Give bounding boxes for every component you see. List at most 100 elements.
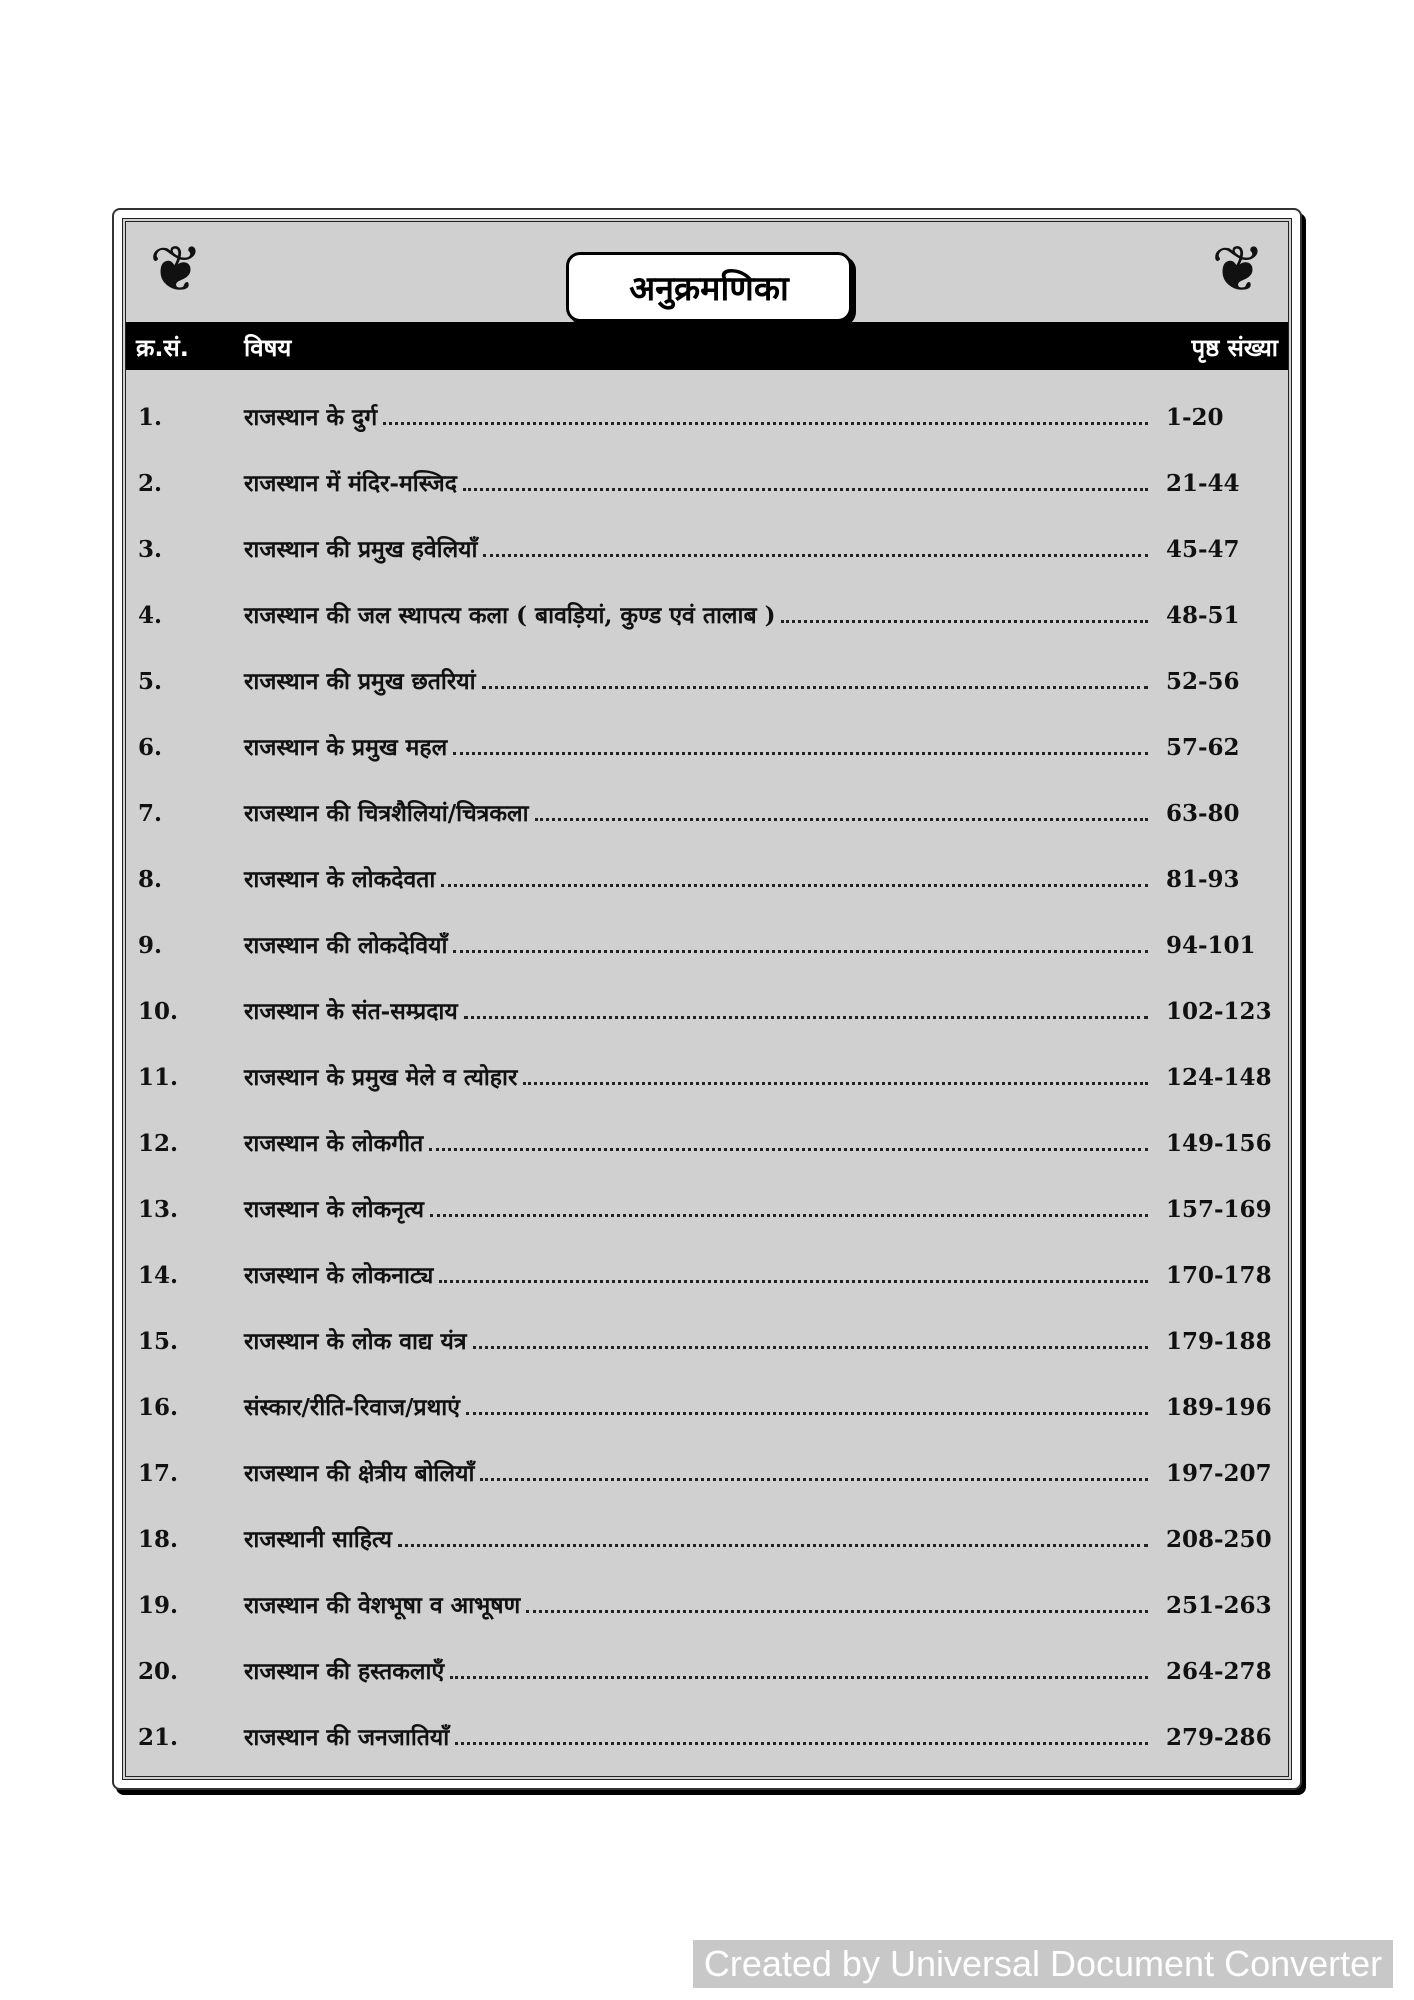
page-title: अनुक्रमणिका <box>566 252 852 322</box>
list-item: 3. राजस्थान की प्रमुख हवेलियाँ 45-47 <box>126 526 1288 592</box>
dot-leader <box>462 488 1148 491</box>
page-range: 63-80 <box>1166 800 1240 827</box>
dot-leader <box>430 1214 1148 1217</box>
dot-leader <box>450 1676 1148 1679</box>
watermark: Created by Universal Document Converter <box>693 1940 1393 1988</box>
serial-number: 15. <box>138 1328 179 1355</box>
index-frame: ❦ ❦ अनुक्रमणिका क्र.सं. विषय पृष्ठ संख्य… <box>112 208 1302 1790</box>
serial-number: 14. <box>138 1262 179 1289</box>
dot-leader <box>781 620 1148 623</box>
serial-number: 20. <box>138 1658 179 1685</box>
serial-number: 8. <box>138 866 163 893</box>
subject: राजस्थान के लोकदेवता <box>244 866 436 893</box>
serial-number: 17. <box>138 1460 179 1487</box>
page-range: 124-148 <box>1166 1064 1272 1091</box>
list-item: 2. राजस्थान में मंदिर-मस्जिद 21-44 <box>126 460 1288 526</box>
dot-leader <box>441 884 1148 887</box>
page-range: 279-286 <box>1166 1724 1272 1751</box>
subject: राजस्थान के दुर्ग <box>244 404 378 431</box>
header-subject: विषय <box>244 334 292 362</box>
subject: राजस्थान की चित्रशैलियां/चित्रकला <box>244 800 529 827</box>
page-range: 251-263 <box>1166 1592 1272 1619</box>
header-serial: क्र.सं. <box>136 334 189 362</box>
dot-leader <box>472 1346 1148 1349</box>
page-range: 57-62 <box>1166 734 1240 761</box>
page-range: 94-101 <box>1166 932 1256 959</box>
serial-number: 18. <box>138 1526 179 1553</box>
page-range: 48-51 <box>1166 602 1240 629</box>
subject: राजस्थान के प्रमुख मेले व त्योहार <box>244 1064 518 1091</box>
dot-leader <box>383 422 1148 425</box>
floral-ornament-icon: ❦ <box>1211 233 1265 307</box>
serial-number: 21. <box>138 1724 179 1751</box>
dot-leader <box>453 950 1148 953</box>
dot-leader <box>429 1148 1148 1151</box>
dot-leader <box>481 686 1148 689</box>
list-item: 10. राजस्थान के संत-सम्प्रदाय 102-123 <box>126 988 1288 1054</box>
subject: राजस्थान की हस्तकलाएँ <box>244 1658 445 1685</box>
dot-leader <box>480 1478 1148 1481</box>
serial-number: 19. <box>138 1592 179 1619</box>
subject: राजस्थान के संत-सम्प्रदाय <box>244 998 458 1025</box>
subject: राजस्थान के प्रमुख महल <box>244 734 448 761</box>
dot-leader <box>526 1610 1148 1613</box>
list-item: 17. राजस्थान की क्षेत्रीय बोलियाँ 197-20… <box>126 1450 1288 1516</box>
dot-leader <box>483 554 1148 557</box>
subject: राजस्थान की क्षेत्रीय बोलियाँ <box>244 1460 475 1487</box>
page-range: 189-196 <box>1166 1394 1272 1421</box>
page-range: 102-123 <box>1166 998 1272 1025</box>
list-item: 15. राजस्थान के लोक वाद्य यंत्र 179-188 <box>126 1318 1288 1384</box>
serial-number: 6. <box>138 734 163 761</box>
index-panel: ❦ ❦ अनुक्रमणिका क्र.सं. विषय पृष्ठ संख्य… <box>122 218 1292 1780</box>
subject: राजस्थान की प्रमुख छतरियां <box>244 668 476 695</box>
list-item: 7. राजस्थान की चित्रशैलियां/चित्रकला 63-… <box>126 790 1288 856</box>
subject: राजस्थान की प्रमुख हवेलियाँ <box>244 536 478 563</box>
list-item: 9. राजस्थान की लोकदेवियाँ 94-101 <box>126 922 1288 988</box>
list-item: 14. राजस्थान के लोकनाट्य 170-178 <box>126 1252 1288 1318</box>
list-item: 12. राजस्थान के लोकगीत 149-156 <box>126 1120 1288 1186</box>
subject: राजस्थान की जनजातियाँ <box>244 1724 450 1751</box>
page-range: 149-156 <box>1166 1130 1272 1157</box>
subject: राजस्थान की लोकदेवियाँ <box>244 932 448 959</box>
subject: राजस्थान में मंदिर-मस्जिद <box>244 470 457 497</box>
list-item: 8. राजस्थान के लोकदेवता 81-93 <box>126 856 1288 922</box>
list-item: 21. राजस्थान की जनजातियाँ 279-286 <box>126 1714 1288 1780</box>
serial-number: 3. <box>138 536 163 563</box>
page-range: 179-188 <box>1166 1328 1272 1355</box>
serial-number: 12. <box>138 1130 179 1157</box>
serial-number: 2. <box>138 470 163 497</box>
serial-number: 13. <box>138 1196 179 1223</box>
page-range: 157-169 <box>1166 1196 1272 1223</box>
dot-leader <box>453 752 1148 755</box>
subject: राजस्थान के लोक वाद्य यंत्र <box>244 1328 467 1355</box>
list-item: 18. राजस्थानी साहित्य 208-250 <box>126 1516 1288 1582</box>
serial-number: 16. <box>138 1394 179 1421</box>
index-list: 1. राजस्थान के दुर्ग 1-20 2. राजस्थान में… <box>126 394 1288 1780</box>
serial-number: 10. <box>138 998 179 1025</box>
table-header: क्र.सं. विषय पृष्ठ संख्या <box>126 322 1288 370</box>
subject: संस्कार/रीति-रिवाज/प्रथाएं <box>244 1394 460 1421</box>
dot-leader <box>439 1280 1148 1283</box>
dot-leader <box>523 1082 1148 1085</box>
subject: राजस्थानी साहित्य <box>244 1526 392 1553</box>
page-range: 52-56 <box>1166 668 1240 695</box>
list-item: 13. राजस्थान के लोकनृत्य 157-169 <box>126 1186 1288 1252</box>
subject: राजस्थान के लोकगीत <box>244 1130 424 1157</box>
header-page: पृष्ठ संख्या <box>1191 334 1278 362</box>
list-item: 20. राजस्थान की हस्तकलाएँ 264-278 <box>126 1648 1288 1714</box>
subject: राजस्थान के लोकनाट्य <box>244 1262 434 1289</box>
dot-leader <box>465 1412 1148 1415</box>
list-item: 11. राजस्थान के प्रमुख मेले व त्योहार 12… <box>126 1054 1288 1120</box>
dot-leader <box>463 1016 1148 1019</box>
page-range: 208-250 <box>1166 1526 1272 1553</box>
list-item: 19. राजस्थान की वेशभूषा व आभूषण 251-263 <box>126 1582 1288 1648</box>
serial-number: 11. <box>138 1064 179 1091</box>
list-item: 6. राजस्थान के प्रमुख महल 57-62 <box>126 724 1288 790</box>
page-range: 21-44 <box>1166 470 1240 497</box>
dot-leader <box>455 1742 1148 1745</box>
subject: राजस्थान की जल स्थापत्य कला ( बावड़ियां,… <box>244 602 776 629</box>
subject: राजस्थान के लोकनृत्य <box>244 1196 425 1223</box>
dot-leader <box>534 818 1148 821</box>
serial-number: 1. <box>138 404 163 431</box>
page-range: 197-207 <box>1166 1460 1272 1487</box>
